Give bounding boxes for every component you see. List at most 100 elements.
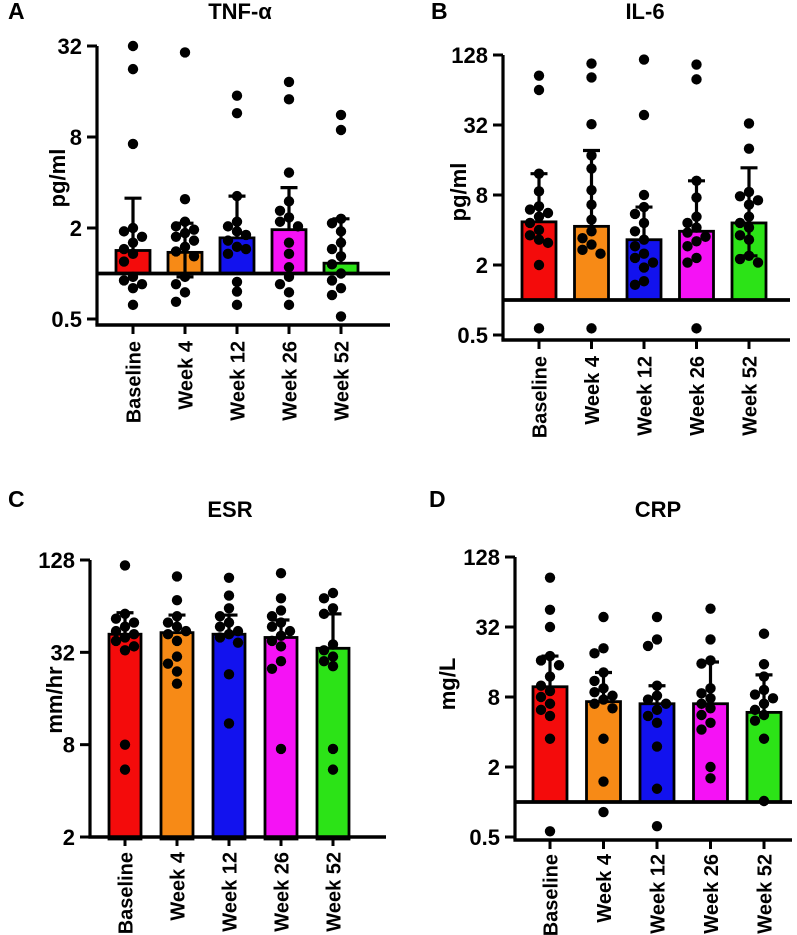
data-point: [266, 635, 278, 647]
data-point: [691, 192, 702, 203]
y-tick-label: 8: [476, 183, 488, 208]
x-category-label: Week 52: [740, 356, 762, 436]
data-point: [275, 617, 287, 628]
data-point: [326, 275, 338, 286]
data-point: [586, 119, 597, 130]
scatter-points: [118, 40, 347, 322]
data-point: [231, 216, 243, 227]
data-point: [118, 275, 130, 286]
data-point: [589, 675, 600, 687]
data-point: [231, 190, 243, 202]
data-point: [179, 194, 191, 205]
data-point: [705, 703, 716, 714]
data-point: [335, 268, 347, 279]
data-point: [758, 659, 770, 670]
data-point: [223, 669, 235, 680]
data-point: [691, 222, 702, 233]
data-point: [127, 237, 139, 248]
data-point: [691, 59, 702, 70]
data-point: [598, 806, 609, 818]
data-point: [170, 231, 182, 242]
data-point: [162, 617, 174, 628]
y-tick-label: 8: [63, 733, 75, 758]
data-point: [589, 686, 600, 698]
data-point: [127, 63, 139, 75]
data-point: [274, 205, 286, 216]
data-point: [577, 244, 588, 256]
data-point: [734, 191, 746, 202]
data-point: [638, 262, 650, 273]
data-point: [223, 572, 235, 583]
data-point: [607, 690, 618, 701]
data-point: [335, 282, 347, 294]
data-point: [629, 241, 641, 252]
data-point: [222, 248, 234, 260]
data-point: [743, 118, 755, 129]
data-point: [327, 603, 339, 614]
data-point: [533, 211, 545, 222]
y-tick-label: 2: [63, 825, 75, 850]
data-point: [544, 685, 556, 697]
data-point: [598, 611, 609, 623]
data-point: [705, 634, 716, 645]
data-point: [326, 218, 338, 229]
bar-baseline: [107, 632, 143, 841]
data-point: [705, 655, 716, 666]
data-point: [283, 212, 295, 223]
data-point: [629, 208, 641, 220]
data-point: [682, 227, 693, 238]
data-point: [214, 611, 226, 622]
data-point: [223, 590, 235, 601]
data-point: [696, 709, 707, 721]
data-point: [327, 743, 339, 755]
data-point: [171, 635, 183, 647]
panel-title: TNF-α: [208, 0, 272, 24]
data-point: [598, 643, 609, 654]
x-category-label: Week 26: [687, 356, 709, 436]
data-point: [127, 40, 139, 52]
data-point: [232, 637, 244, 648]
data-point: [136, 231, 148, 242]
y-tick-label: 128: [451, 43, 488, 68]
bars: [107, 631, 351, 841]
data-point: [642, 694, 654, 705]
x-category-label: Week 12: [228, 341, 250, 421]
scatter-points: [110, 560, 339, 775]
data-point: [691, 252, 702, 264]
data-point: [586, 184, 597, 196]
data-point: [586, 214, 597, 225]
data-point: [335, 213, 347, 225]
data-point: [231, 90, 243, 101]
data-point: [266, 663, 278, 674]
y-axis-title: mm/hr: [42, 666, 67, 734]
data-point: [327, 587, 339, 599]
data-point: [128, 641, 140, 652]
panel-title: ESR: [207, 497, 252, 522]
data-point: [318, 608, 330, 620]
data-point: [758, 709, 770, 721]
data-point: [171, 594, 183, 606]
scatter-points: [524, 54, 764, 334]
data-point: [127, 138, 139, 150]
data-point: [179, 271, 191, 283]
data-point: [188, 224, 200, 235]
y-tick-label: 0.5: [469, 825, 500, 850]
data-point: [275, 656, 287, 667]
data-point: [535, 680, 547, 691]
data-point: [335, 226, 347, 237]
data-point: [638, 201, 650, 213]
data-point: [607, 703, 618, 714]
data-point: [691, 236, 702, 247]
data-point: [586, 239, 597, 250]
panel-title: CRP: [635, 497, 681, 522]
data-point: [533, 70, 545, 81]
data-point: [705, 683, 716, 694]
data-point: [318, 593, 330, 604]
panel-letter: C: [8, 486, 25, 512]
x-category-label: Week 12: [648, 854, 670, 934]
data-point: [127, 299, 139, 311]
data-point: [682, 241, 693, 252]
data-point: [533, 323, 545, 334]
data-point: [170, 221, 182, 232]
data-point: [651, 783, 663, 794]
